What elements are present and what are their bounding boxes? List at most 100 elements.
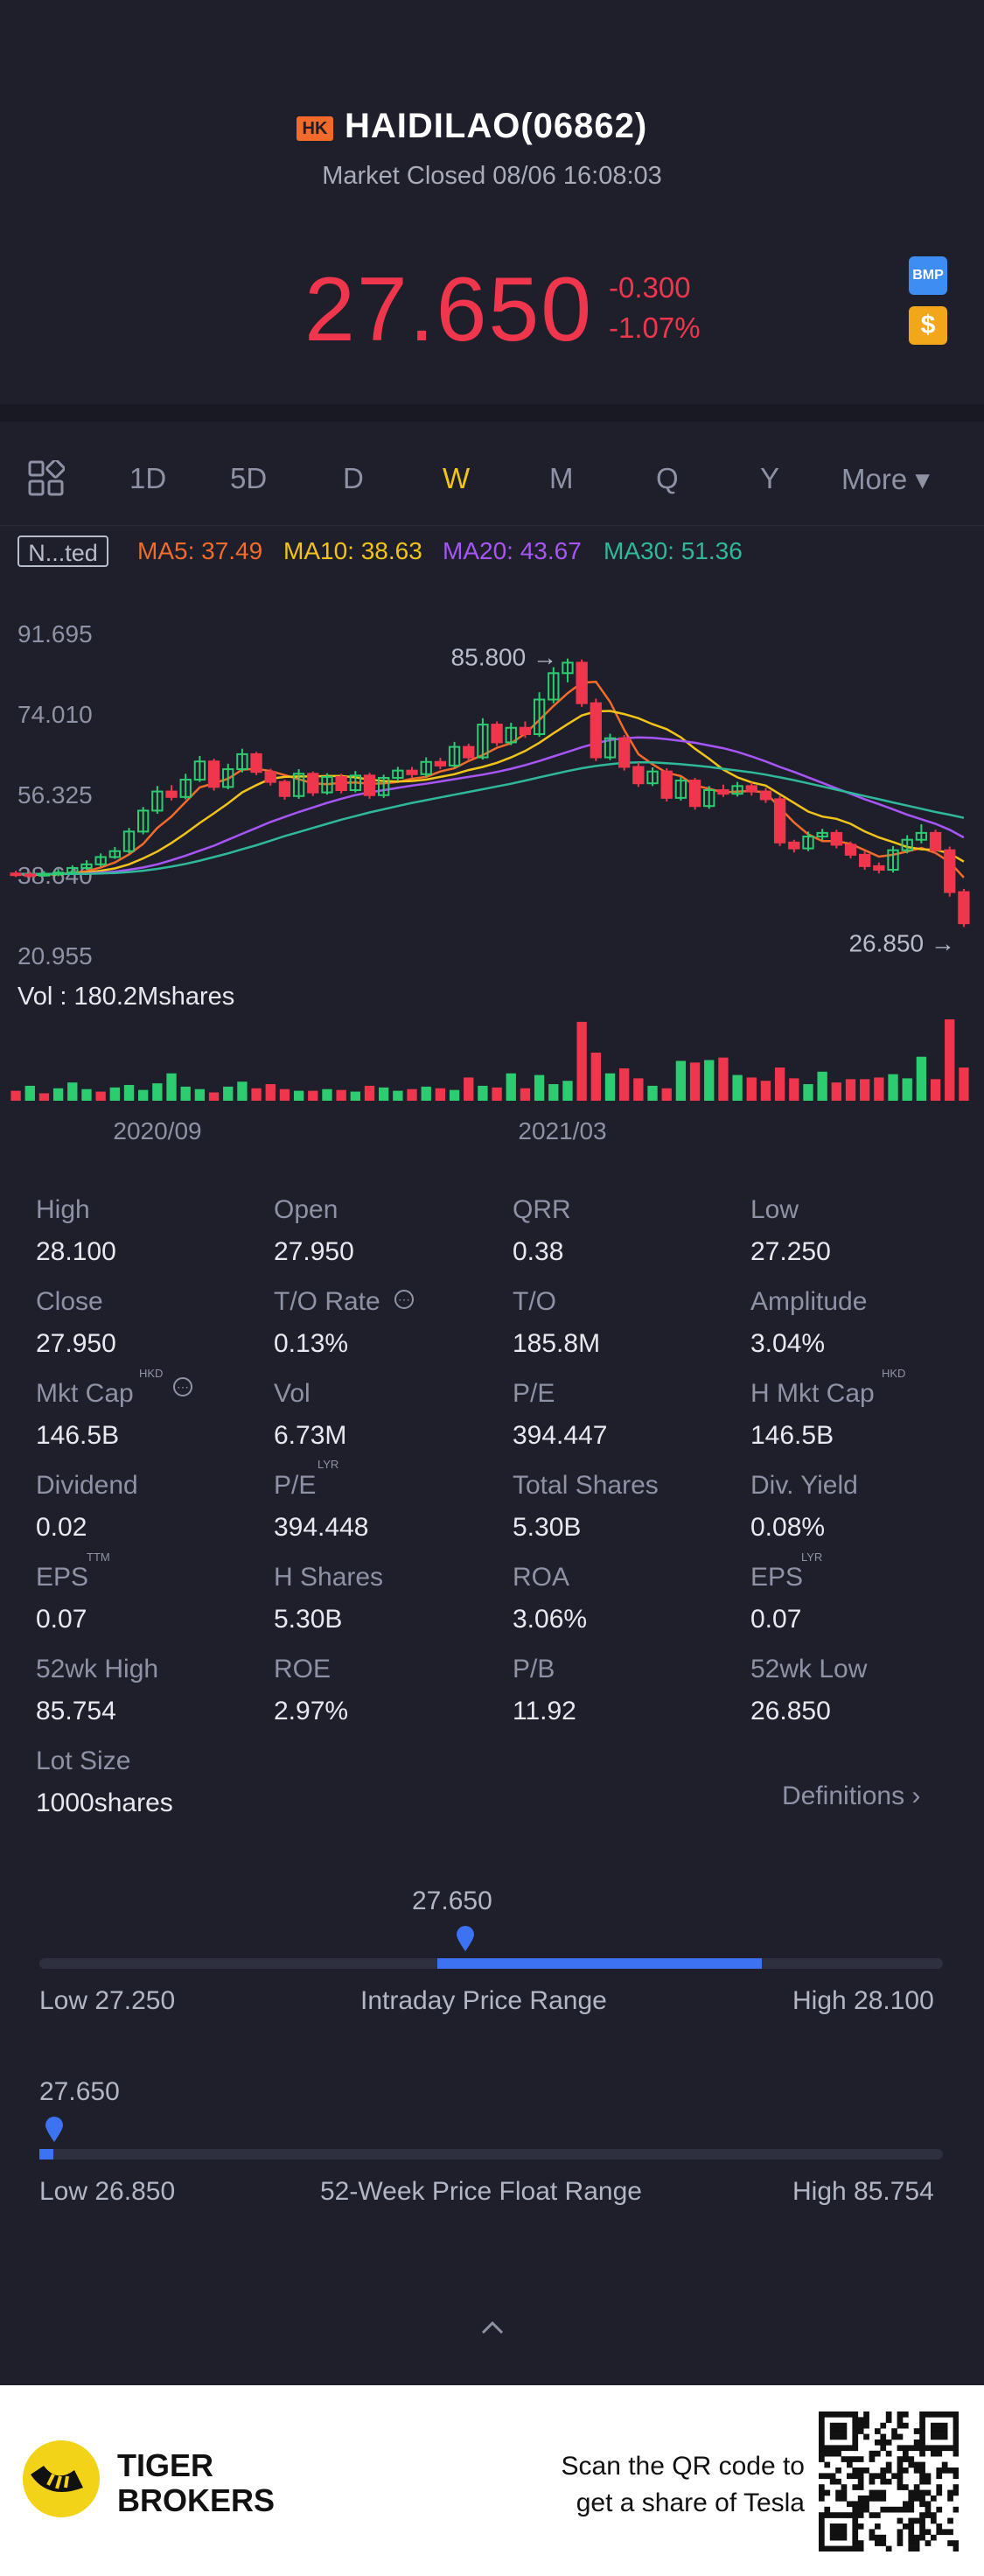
candle-body [463,746,475,759]
volume-bar [888,1074,898,1101]
chevron-up-icon[interactable] [479,2317,506,2338]
candle-body [236,752,248,771]
candle-body [519,726,532,736]
y-tick-label: 91.695 [17,620,93,648]
candle-body [10,872,22,877]
dollar-icon[interactable]: $ [909,306,947,345]
candle-body [207,760,220,788]
candle-body [533,698,546,736]
y-tick-label: 56.325 [17,781,93,808]
volume-bar [81,1088,92,1101]
tab-y[interactable]: Y [760,462,780,494]
volume-bar [38,1093,50,1101]
candle-body [731,785,743,795]
high-marker-label: 85.800 → [451,644,557,671]
candle-body [165,790,178,798]
candle-body [505,726,517,744]
stat-label: Mkt Cap [36,1379,134,1408]
candle-body [660,770,673,799]
volume-bar [506,1073,516,1101]
candle-body [38,872,51,877]
intraday-range-fill [436,1958,763,1969]
candle-body [618,737,631,768]
stat-label: Low [750,1195,799,1224]
volume-bar [364,1085,375,1101]
volume-bar [930,1079,941,1101]
candle-body [816,831,828,838]
tab-5d[interactable]: 5D [230,462,268,494]
definitions-label: Definitions [782,1782,905,1810]
week52-current-price: 27.650 [39,2077,120,2106]
chart-mode-badge[interactable]: N...ted [17,536,108,567]
candle-body [222,768,234,788]
candle-body [759,790,772,801]
candle-body [477,724,489,759]
volume-bar [449,1089,460,1101]
grid-layout-icon[interactable] [28,460,65,497]
intraday-marker-icon [457,1926,474,1951]
candle-body [604,737,617,759]
volume-bar [675,1060,687,1101]
tab-m[interactable]: M [549,462,574,494]
candle-body [94,856,107,865]
week52-marker-icon [45,2117,63,2142]
stat-value: 0.08% [750,1513,826,1542]
volume-bar [407,1088,417,1101]
candle-body [958,891,970,925]
stat-value: 0.13% [274,1329,349,1358]
bmp-icon[interactable]: BMP [909,256,947,295]
volume-bar [421,1086,431,1101]
volume-bar [492,1087,502,1101]
volume-bar [24,1085,35,1101]
volume-bar [874,1077,884,1101]
stat-value: 0.07 [36,1605,87,1634]
intraday-high: High 28.100 [792,1986,934,2015]
tab-q[interactable]: Q [656,462,679,494]
volume-bar [633,1078,644,1101]
scan-line-2: get a share of Tesla [576,2488,805,2517]
stat-label: Total Shares [513,1471,659,1500]
stat-value: 3.04% [750,1329,826,1358]
volume-bar [10,1090,21,1101]
stat-value: 146.5B [36,1421,120,1450]
info-icon[interactable]: ⋯ [394,1290,414,1309]
volume-bar [223,1086,234,1101]
volume-bar [647,1085,658,1101]
candle-body [179,779,192,798]
info-icon[interactable]: ⋯ [173,1377,192,1396]
volume-bar [52,1088,64,1101]
candle-body [844,844,857,856]
volume-bar [534,1074,545,1101]
stat-value: 0.07 [750,1605,802,1634]
volume-bar [265,1084,276,1101]
volume-bar [478,1085,488,1101]
candle-body [52,872,65,876]
stat-label: ROA [513,1563,570,1592]
volume-bar [322,1088,332,1101]
chevron-right-icon: › [911,1782,921,1810]
tab-1d[interactable]: 1D [129,462,167,494]
stat-value: 27.250 [750,1237,831,1266]
volume-bar [604,1073,616,1101]
candle-body [349,774,361,792]
stat-label: T/O [513,1287,556,1316]
definitions-link[interactable]: Definitions › [782,1782,920,1811]
tab-d[interactable]: D [343,462,364,494]
stat-label: 52wk High [36,1655,159,1684]
stat-label: Open [274,1195,338,1224]
tab-more[interactable]: More ▾ [841,463,930,495]
tab-w[interactable]: W [443,462,471,494]
volume-bar [831,1082,841,1101]
candle-body [688,780,701,808]
ma5-legend: MA5: 37.49 [137,537,263,564]
brand-line-1: TIGER [117,2447,214,2483]
candle-body [378,776,390,796]
candle-body [392,769,404,779]
volume-bar [576,1021,587,1101]
candle-body [24,873,36,878]
candle-body [307,773,319,794]
qr-code-icon[interactable] [819,2412,959,2552]
volume-bar [562,1081,573,1101]
scan-line-1: Scan the QR code to [561,2452,806,2481]
